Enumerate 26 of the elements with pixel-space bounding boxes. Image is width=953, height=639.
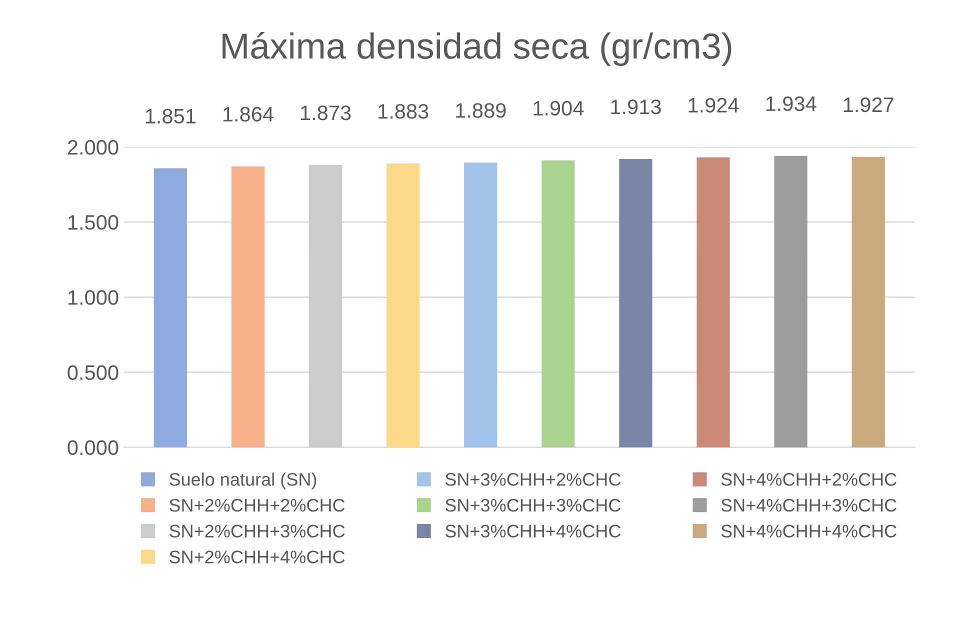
data-label: 1.873 — [301, 106, 351, 120]
data-label: 1.904 — [534, 100, 584, 116]
legend-label: SN+3%CHH+4%CHC — [445, 524, 621, 538]
y-tick-label: 1.000 — [68, 290, 118, 305]
legend-label: SN+3%CHH+2%CHC — [445, 473, 621, 486]
legend-label: SN+2%CHH+2%CHC — [170, 498, 345, 512]
data-label: 1.889 — [456, 103, 506, 118]
y-tick-label: 0.500 — [68, 365, 118, 380]
data-label: 1.934 — [766, 96, 816, 112]
legend-label: Suelo natural (SN) — [170, 472, 316, 490]
legend-label: SN+2%CHH+3%CHC — [170, 524, 345, 538]
data-label: 1.924 — [688, 98, 739, 113]
legend-label: SN+3%CHH+3%CHC — [445, 498, 621, 512]
legend-label: SN+4%CHH+2%CHC — [721, 473, 896, 486]
data-label: 1.913 — [611, 99, 661, 114]
y-tick-label: 1.500 — [68, 215, 118, 230]
data-label: 1.927 — [844, 97, 894, 112]
y-tick-label: 2.000 — [68, 140, 118, 155]
y-tick-label: 0.000 — [68, 440, 118, 456]
data-label: 1.864 — [223, 106, 274, 122]
data-label: 1.851 — [146, 108, 196, 124]
data-label: 1.883 — [378, 104, 428, 119]
chart-title: Máxima densidad seca (gr/cm3) — [222, 32, 732, 66]
legend-label: SN+4%CHH+3%CHC — [721, 498, 896, 512]
legend-label: SN+2%CHH+4%CHC — [170, 550, 345, 564]
legend-label: SN+4%CHH+4%CHC — [721, 524, 896, 538]
